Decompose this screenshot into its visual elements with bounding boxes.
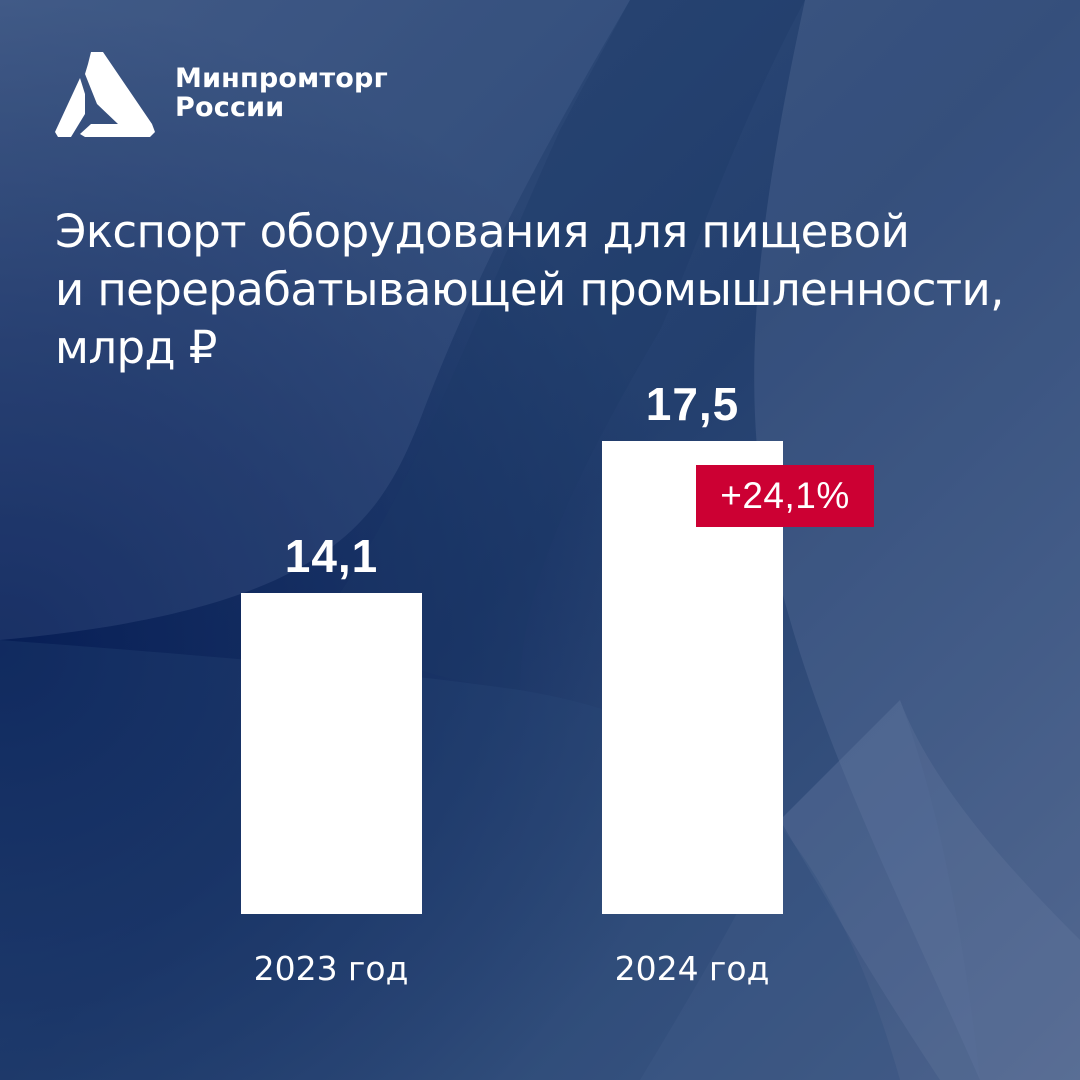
brand-name-line1: Минпромторг bbox=[175, 63, 388, 94]
bar-category-2023: 2023 год bbox=[253, 949, 409, 988]
bar-value-2023: 14,1 bbox=[284, 530, 379, 582]
growth-badge: +24,1% bbox=[696, 465, 874, 527]
brand-wordmark: Минпромторг России bbox=[175, 64, 388, 122]
bar-2023 bbox=[241, 593, 422, 914]
chart-title-line3: млрд ₽ bbox=[55, 321, 217, 374]
bar-value-2024: 17,5 bbox=[645, 378, 740, 430]
brand-name-line2: России bbox=[175, 92, 285, 123]
chart-title-line2: и перерабатывающей промышленности, bbox=[55, 263, 1004, 316]
bar-category-2024: 2024 год bbox=[614, 949, 770, 988]
minpromtorg-triangle-icon bbox=[55, 52, 155, 137]
chart-title-line1: Экспорт оборудования для пищевой bbox=[55, 205, 910, 258]
chart-title: Экспорт оборудования для пищевой и перер… bbox=[55, 203, 1045, 377]
